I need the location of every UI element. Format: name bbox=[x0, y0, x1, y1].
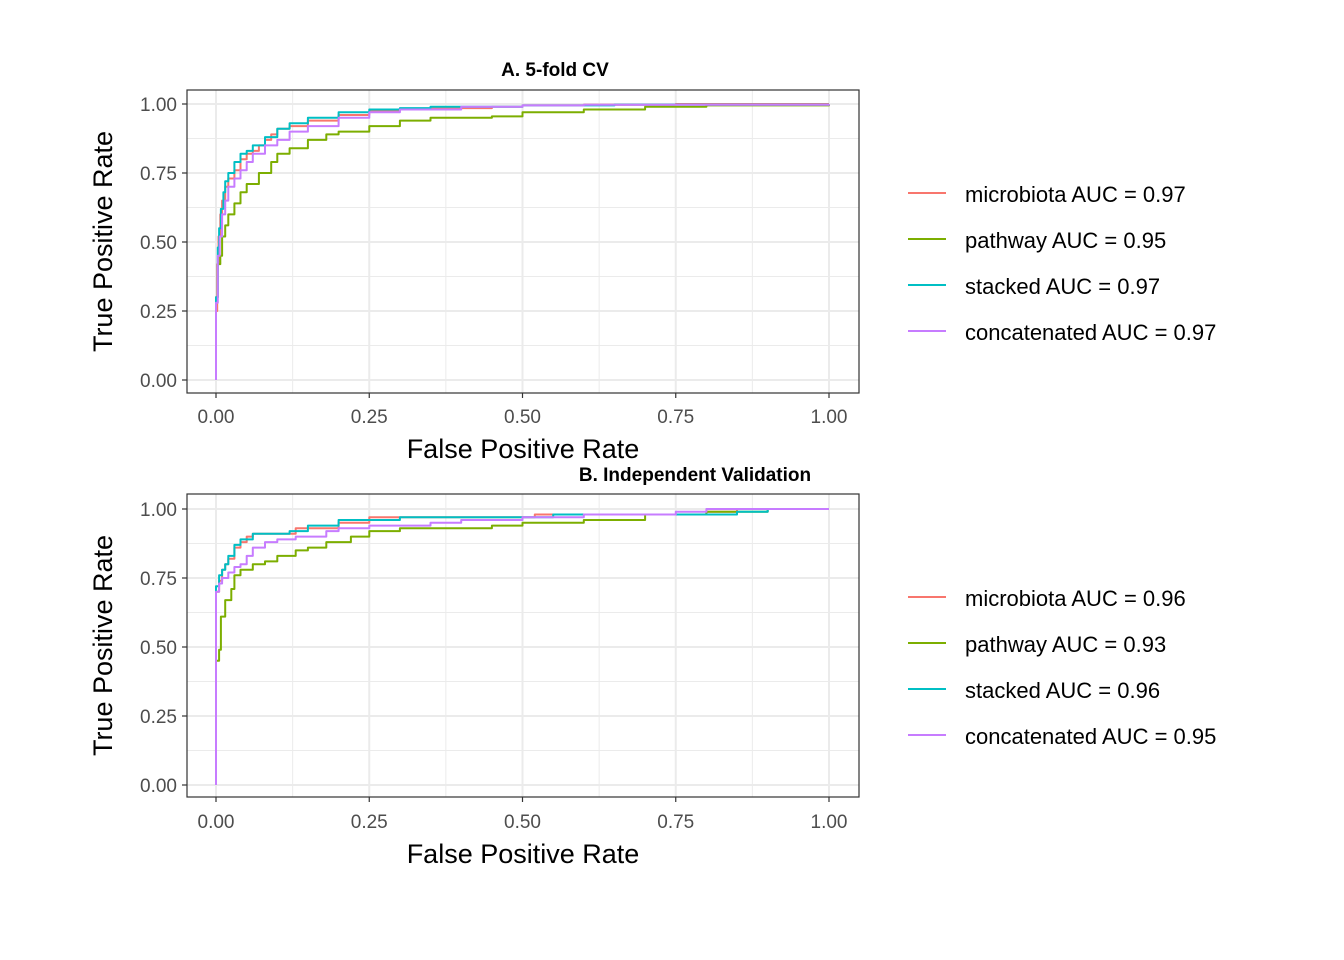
legend-label: microbiota AUC = 0.96 bbox=[965, 586, 1186, 611]
series-line-concatenated bbox=[215, 508, 829, 785]
y-tick-label: 0.00 bbox=[140, 371, 177, 392]
series-line-pathway bbox=[215, 508, 829, 785]
series-line-pathway bbox=[215, 104, 830, 380]
y-tick-label: 0.75 bbox=[140, 569, 177, 590]
x-tick-label: 0.50 bbox=[504, 812, 541, 833]
x-axis-label: False Positive Rate bbox=[407, 434, 640, 464]
chart-panel-a: 0.00 0.25 0.50 0.75 1.00 0.00 0.25 0.50 0.75 1.00… bbox=[88, 60, 1216, 464]
legend: microbiota AUC = 0.96 pathway AUC = 0.93 s… bbox=[908, 586, 1216, 749]
legend-label: stacked AUC = 0.96 bbox=[965, 678, 1160, 703]
legend-label: concatenated AUC = 0.95 bbox=[965, 724, 1216, 749]
x-tick-label: 0.75 bbox=[657, 407, 694, 428]
x-tick-label: 1.00 bbox=[811, 407, 848, 428]
y-axis-label: True Positive Rate bbox=[88, 535, 118, 756]
grid bbox=[187, 90, 859, 393]
y-axis-label: True Positive Rate bbox=[88, 131, 118, 352]
x-tick-label: 1.00 bbox=[811, 812, 848, 833]
legend-label: pathway AUC = 0.95 bbox=[965, 228, 1166, 253]
legend-label: stacked AUC = 0.97 bbox=[965, 274, 1160, 299]
legend-label: pathway AUC = 0.93 bbox=[965, 632, 1166, 657]
x-tick-label: 0.25 bbox=[351, 407, 388, 428]
x-axis-label: False Positive Rate bbox=[407, 839, 640, 869]
y-tick-label: 0.50 bbox=[140, 638, 177, 659]
x-tick-label: 0.75 bbox=[657, 812, 694, 833]
y-tick-label: 0.00 bbox=[140, 776, 177, 797]
series-lines bbox=[215, 508, 829, 785]
legend-label: microbiota AUC = 0.97 bbox=[965, 182, 1186, 207]
y-tick-label: 1.00 bbox=[140, 500, 177, 521]
x-tick-label: 0.25 bbox=[351, 812, 388, 833]
chart-title: A. 5-fold CV bbox=[501, 60, 609, 81]
y-tick-label: 0.50 bbox=[140, 233, 177, 254]
chart-title: B. Independent Validation bbox=[579, 465, 811, 486]
x-tick-label: 0.50 bbox=[504, 407, 541, 428]
legend-label: concatenated AUC = 0.97 bbox=[965, 320, 1216, 345]
series-line-concatenated bbox=[215, 103, 830, 380]
series-line-stacked bbox=[215, 103, 830, 380]
series-lines bbox=[215, 103, 830, 380]
x-tick-label: 0.00 bbox=[198, 812, 235, 833]
x-tick-label: 0.00 bbox=[198, 407, 235, 428]
y-tick-label: 1.00 bbox=[140, 95, 177, 116]
y-tick-label: 0.25 bbox=[140, 302, 177, 323]
y-tick-label: 0.75 bbox=[140, 164, 177, 185]
y-tick-label: 0.25 bbox=[140, 707, 177, 728]
chart-panel-b: 0.00 0.25 0.50 0.75 1.00 0.00 0.25 0.50 0.75 1.00… bbox=[88, 465, 1216, 869]
legend: microbiota AUC = 0.97 pathway AUC = 0.95 s… bbox=[908, 182, 1216, 345]
grid bbox=[187, 494, 859, 797]
